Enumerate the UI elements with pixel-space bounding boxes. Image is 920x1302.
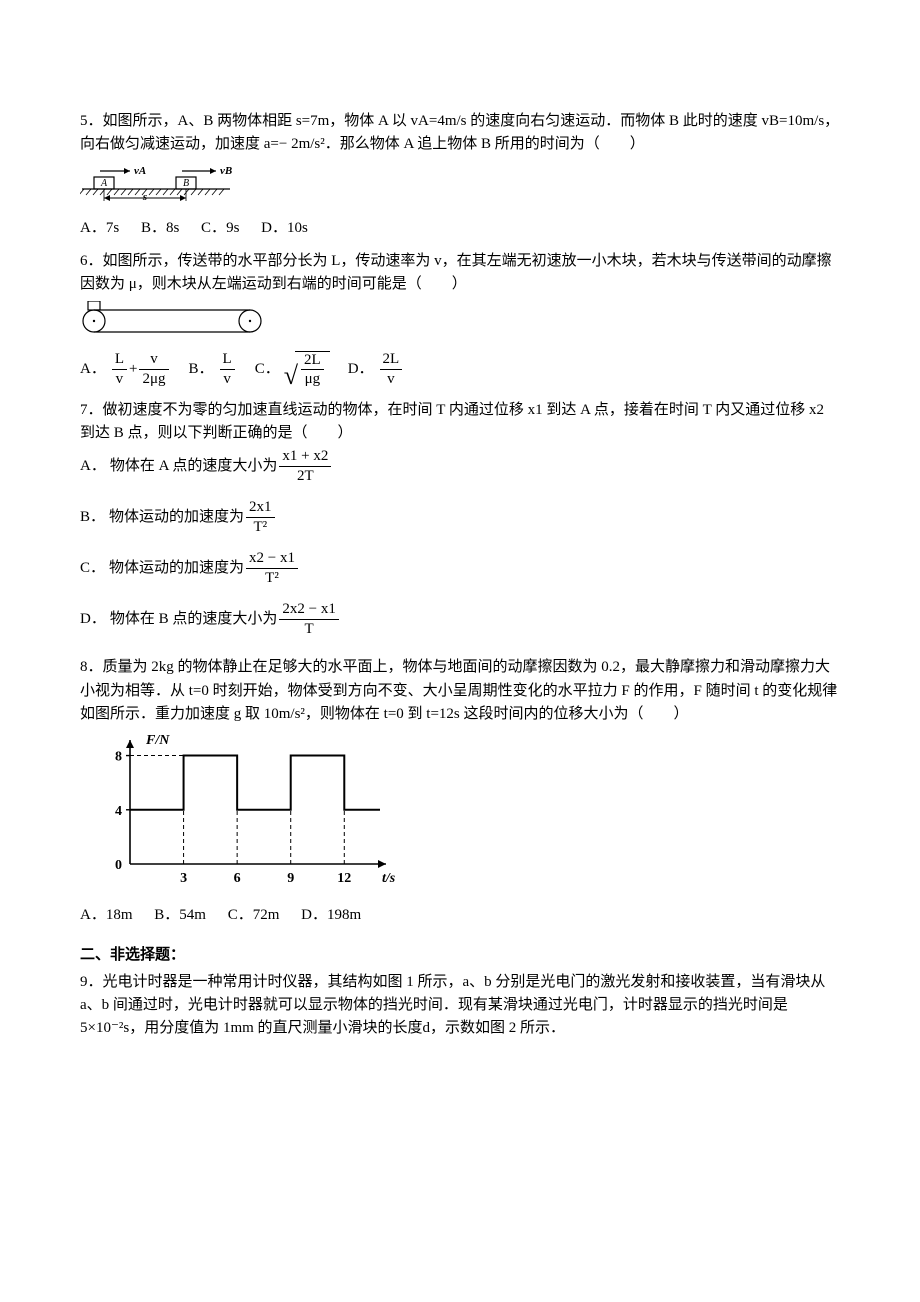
q6-optA-frac2: v2μg	[139, 351, 168, 388]
q8-chart: 0 4 8 3 6 9 12 F/N t/s	[80, 730, 840, 898]
svg-text:vA: vA	[134, 165, 146, 177]
svg-text:6: 6	[234, 871, 241, 886]
q8-choice-c: C．72m	[228, 904, 280, 927]
q7-optC-text: 物体运动的加速度为	[109, 557, 244, 580]
q6-stem: 6．如图所示，传送带的水平部分长为 L，传动速率为 v，在其左端无初速放一小木块…	[80, 250, 840, 297]
q5-choice-a: A．7s	[80, 217, 119, 240]
q6-choice-a-label: A．	[80, 358, 106, 381]
svg-text:12: 12	[337, 871, 351, 886]
q7-choice-a: A． 物体在 A 点的速度大小为 x1 + x22T	[80, 448, 840, 485]
q7-stem: 7．做初速度不为零的匀加速直线运动的物体，在时间 T 内通过位移 x1 到达 A…	[80, 399, 840, 446]
q5-choice-b: B．8s	[141, 217, 179, 240]
q6-figure-svg	[80, 301, 280, 337]
q7-optB-text: 物体运动的加速度为	[109, 506, 244, 529]
q5-choice-a-text: 7s	[106, 217, 119, 240]
q6-choice-d-label: D．	[348, 358, 374, 381]
q5-choice-c: C．9s	[201, 217, 239, 240]
q7-optD-text: 物体在 B 点的速度大小为	[110, 608, 278, 631]
question-8: 8．质量为 2kg 的物体静止在足够大的水平面上，物体与地面间的动摩擦因数为 0…	[80, 656, 840, 927]
svg-text:vB: vB	[220, 165, 232, 177]
svg-text:F/N: F/N	[145, 733, 170, 748]
svg-text:9: 9	[287, 871, 294, 886]
q6-choice-d: D． 2Lv	[348, 351, 405, 388]
q5-figure: AvA BvB s	[80, 161, 840, 211]
q6-choices: A． Lv + v2μg B． Lv C． √ 2Lμg D． 2Lv	[80, 351, 840, 389]
svg-text:s: s	[142, 191, 147, 203]
q6-optA-plus: +	[129, 358, 137, 381]
q8-choice-b: B．54m	[154, 904, 206, 927]
question-6: 6．如图所示，传送带的水平部分长为 L，传动速率为 v，在其左端无初速放一小木块…	[80, 250, 840, 389]
q6-choice-b: B． Lv	[189, 351, 237, 388]
q7-optB-frac: 2x1T²	[246, 499, 275, 536]
q8-choices: A．18m B．54m C．72m D．198m	[80, 904, 840, 927]
q5-choice-d: D．10s	[261, 217, 308, 240]
q6-choice-b-label: B．	[189, 358, 214, 381]
q8-chart-svg: 0 4 8 3 6 9 12 F/N t/s	[80, 730, 400, 890]
question-5: 5．如图所示，A、B 两物体相距 s=7m，物体 A 以 vA=4m/s 的速度…	[80, 110, 840, 240]
svg-text:B: B	[183, 178, 189, 189]
q5-stem: 5．如图所示，A、B 两物体相距 s=7m，物体 A 以 vA=4m/s 的速度…	[80, 110, 840, 157]
q7-optA-frac: x1 + x22T	[279, 448, 331, 485]
q6-optC-sqrt: √ 2Lμg	[284, 351, 330, 389]
q6-choice-c: C． √ 2Lμg	[255, 351, 330, 389]
q6-optB-frac: Lv	[220, 351, 235, 388]
q5-figure-svg: AvA BvB s	[80, 161, 250, 203]
q7-choice-c: C． 物体运动的加速度为 x2 − x1T²	[80, 550, 840, 587]
q7-optD-frac: 2x2 − x1T	[279, 601, 338, 638]
q7-optA-text: 物体在 A 点的速度大小为	[110, 455, 278, 478]
q7-choice-d: D． 物体在 B 点的速度大小为 2x2 − x1T	[80, 601, 840, 638]
question-7: 7．做初速度不为零的匀加速直线运动的物体，在时间 T 内通过位移 x1 到达 A…	[80, 399, 840, 639]
q6-figure	[80, 301, 840, 345]
q8-choice-d: D．198m	[301, 904, 361, 927]
svg-text:8: 8	[115, 750, 122, 765]
section-2-heading: 二、非选择题：	[80, 944, 840, 967]
q9-stem: 9．光电计时器是一种常用计时仪器，其结构如图 1 所示，a、b 分别是光电门的激…	[80, 971, 840, 1041]
q6-optA-frac1: Lv	[112, 351, 127, 388]
q6-choice-c-label: C．	[255, 358, 280, 381]
question-9: 9．光电计时器是一种常用计时仪器，其结构如图 1 所示，a、b 分别是光电门的激…	[80, 971, 840, 1041]
q5-choice-d-text: 10s	[287, 217, 308, 240]
q8-choice-a: A．18m	[80, 904, 133, 927]
q6-optD-frac: 2Lv	[380, 351, 403, 388]
q5-choice-b-text: 8s	[166, 217, 179, 240]
q7-choice-b: B． 物体运动的加速度为 2x1T²	[80, 499, 840, 536]
svg-text:t/s: t/s	[382, 871, 396, 886]
q5-choices: A．7s B．8s C．9s D．10s	[80, 217, 840, 240]
svg-text:4: 4	[115, 804, 122, 819]
svg-text:A: A	[100, 178, 108, 189]
svg-text:3: 3	[180, 871, 187, 886]
q5-choice-c-text: 9s	[226, 217, 239, 240]
q6-choice-a: A． Lv + v2μg	[80, 351, 171, 388]
q7-optC-frac: x2 − x1T²	[246, 550, 298, 587]
svg-text:0: 0	[115, 858, 122, 873]
q8-stem: 8．质量为 2kg 的物体静止在足够大的水平面上，物体与地面间的动摩擦因数为 0…	[80, 656, 840, 726]
q6-optC-frac: 2Lμg	[301, 352, 324, 389]
